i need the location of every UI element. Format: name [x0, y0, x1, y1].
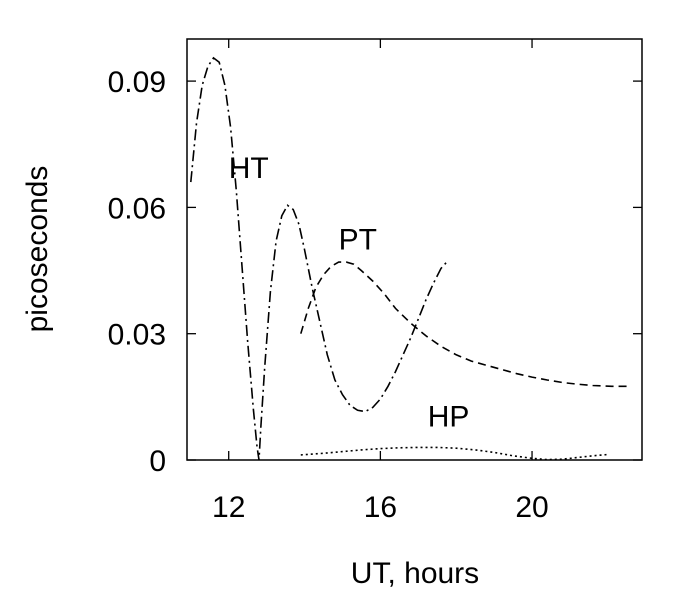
series-label-pt: PT: [339, 224, 377, 257]
axis-ticks: [187, 39, 642, 461]
y-tick-label: 0.06: [108, 192, 166, 225]
series-layer: [190, 56, 631, 461]
y-tick-label: 0: [149, 445, 166, 478]
y-axis-label: picoseconds: [21, 166, 54, 333]
y-tick-label: 0.09: [108, 66, 166, 99]
series-line-ht: [190, 56, 448, 461]
series-label-hp: HP: [428, 400, 470, 433]
series-label-ht: HT: [229, 152, 269, 185]
y-tick-label: 0.03: [108, 319, 166, 352]
tick-labels: 12 16 20 0 0.03 0.06 0.09: [108, 66, 549, 524]
series-line-pt: [300, 261, 631, 388]
x-tick-label: 12: [212, 491, 245, 524]
x-axis-label: UT, hours: [351, 557, 479, 590]
x-tick-label: 16: [364, 491, 397, 524]
plot-frame: [186, 38, 643, 461]
x-tick-label: 20: [515, 491, 548, 524]
series-line-hp: [300, 446, 608, 461]
series-labels: HT PT HP: [229, 152, 470, 433]
